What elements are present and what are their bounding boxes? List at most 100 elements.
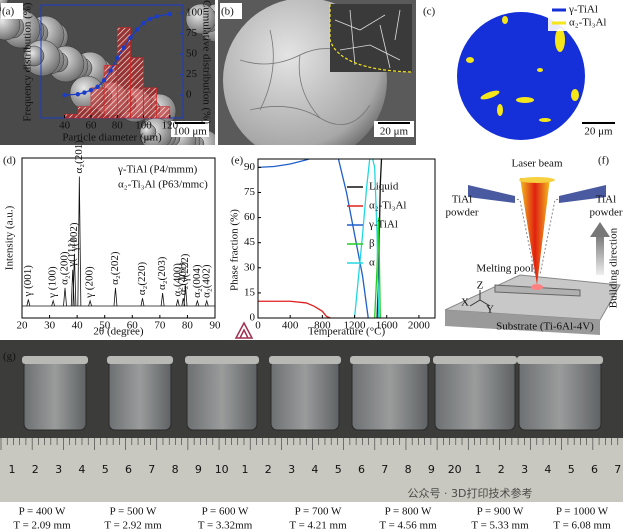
peak-label: α₂(400) <box>171 263 183 297</box>
particle <box>185 3 215 35</box>
sample-power: P = 500 W <box>110 506 157 518</box>
laser-cone <box>520 178 550 285</box>
cumulative-point <box>62 92 67 98</box>
ruler-label: 2 <box>32 463 39 476</box>
legend-label: γ-TiAl <box>368 219 398 231</box>
legend-label: α₂-Ti₃Al <box>369 200 407 212</box>
series-line <box>353 159 380 319</box>
y2-tick-label: 0 <box>186 89 192 101</box>
cumulative-point <box>154 14 159 19</box>
sample-power: P = 700 W <box>295 506 342 518</box>
sample <box>434 359 516 431</box>
legend-label: α₂-Ti₃Al <box>569 17 607 29</box>
y2-axis-label: Cumulative distribution (%) <box>200 0 212 124</box>
panel-label: (a) <box>2 6 15 18</box>
inset-border <box>329 4 413 73</box>
x-tick-label: 60 <box>127 320 139 332</box>
histogram-bar <box>143 87 158 119</box>
peak-label: γ (100) <box>47 266 59 299</box>
melt-pool <box>531 284 543 290</box>
sample <box>351 359 429 431</box>
x-tick-label: 20 <box>17 320 29 332</box>
legend-label: α <box>369 257 375 269</box>
series-line <box>258 159 369 319</box>
x-tick-label: 40 <box>59 120 71 132</box>
ruler-label: 8 <box>405 463 412 476</box>
xrd-peak <box>63 287 67 307</box>
histogram-bar <box>77 106 92 119</box>
ruler-label: 3 <box>55 463 62 476</box>
powder-label: powder <box>446 207 479 219</box>
sample-power: P = 1000 W <box>556 506 609 518</box>
direction-shaft <box>596 235 604 275</box>
legend-label: γ-TiAl <box>568 4 598 16</box>
powder-label: powder <box>590 207 623 219</box>
cumulative-point <box>88 87 94 93</box>
ruler-label: 6 <box>125 463 132 476</box>
histogram-bar <box>130 57 144 119</box>
ruler-label: 4 <box>78 463 85 476</box>
peak-label: α₂(220) <box>136 261 148 295</box>
xrd-peak <box>175 299 180 307</box>
sample <box>518 359 602 431</box>
sample <box>270 359 340 431</box>
diagram-f <box>444 177 621 335</box>
legend-label: β <box>369 238 375 250</box>
scale-bar-bg <box>374 121 414 137</box>
peak-label: α₂(200) <box>59 251 71 285</box>
sample-power: P = 800 W <box>385 506 432 518</box>
peak-label: γ (001) <box>22 265 34 298</box>
pool-label: Melting pool <box>476 263 533 275</box>
cumulative-point <box>115 56 120 61</box>
x-tick-label: 1200 <box>344 320 367 332</box>
y2-tick-label: 25 <box>186 68 198 80</box>
ruler-label: 2 <box>265 463 272 476</box>
sem-sphere <box>223 0 413 145</box>
ruler-label: 1 <box>475 463 482 476</box>
y-axis-label: Frequency distribution (%) <box>22 2 34 121</box>
sample-top <box>269 356 341 364</box>
y-tick-label: 30 <box>244 261 256 273</box>
direction-head <box>590 222 610 237</box>
x-tick-label: 70 <box>154 320 166 332</box>
x-tick-label: 100 <box>135 120 152 132</box>
sample-thickness: T = 2.92 mm <box>104 520 162 532</box>
powder-label: TiAl <box>596 194 616 206</box>
y-tick-label: 90 <box>244 161 256 173</box>
peak-label: γ (200) <box>84 266 96 299</box>
ruler-label: 2 <box>498 463 505 476</box>
peak-label: α₂(201) <box>73 140 85 174</box>
axis-letter: Y <box>486 304 494 316</box>
y-tick-label: 0 <box>250 312 256 324</box>
xrd-peak <box>72 254 77 307</box>
xrd-peak <box>195 299 200 307</box>
sample-top <box>22 356 88 364</box>
inset <box>330 4 412 72</box>
scale-bar-bg <box>171 121 209 137</box>
panel-label: (e) <box>231 155 244 167</box>
plot-frame <box>21 157 216 319</box>
x-tick-label: 50 <box>99 320 111 332</box>
ruler-label: 5 <box>335 463 342 476</box>
ruler-label: 8 <box>172 463 179 476</box>
inset-texture <box>334 9 401 69</box>
legend-label: α₂-Ti₃Al (P63/mmc) <box>118 179 208 191</box>
sample-thickness: T = 3.32mm <box>198 520 253 532</box>
ruler-label: 4 <box>544 463 551 476</box>
peak-label: γ(111) <box>66 239 78 268</box>
panel-label: (d) <box>3 155 16 167</box>
scale-bar-label: 20 μm <box>584 126 613 138</box>
ruler <box>0 438 623 502</box>
x-tick-label: 2000 <box>408 320 431 332</box>
sample-top <box>433 356 517 364</box>
y2-tick-label: 75 <box>186 27 198 39</box>
axis-letter: Z <box>477 280 484 292</box>
x-tick-label: 30 <box>44 320 56 332</box>
cracks <box>239 29 371 125</box>
ruler-label: 4 <box>311 463 318 476</box>
xrd-peak <box>88 299 92 307</box>
ruler-label: 3 <box>288 463 295 476</box>
panel-label: (g) <box>3 351 16 363</box>
panel-label-bg <box>220 3 242 19</box>
